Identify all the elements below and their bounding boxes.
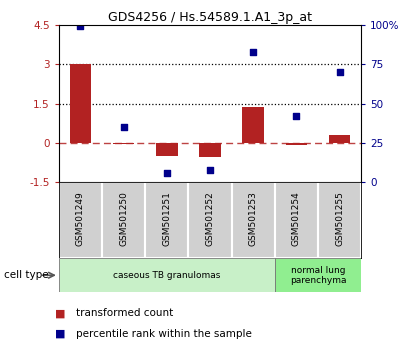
Text: caseous TB granulomas: caseous TB granulomas: [113, 271, 220, 280]
Bar: [199, 143, 221, 158]
Bar: [189, 182, 231, 258]
Text: GSM501253: GSM501253: [249, 192, 258, 246]
Title: GDS4256 / Hs.54589.1.A1_3p_at: GDS4256 / Hs.54589.1.A1_3p_at: [108, 11, 312, 24]
Text: ■: ■: [55, 329, 65, 339]
Text: percentile rank within the sample: percentile rank within the sample: [76, 329, 252, 339]
Bar: [275, 182, 318, 258]
Text: ■: ■: [55, 308, 65, 318]
Bar: [156, 143, 178, 156]
Bar: [59, 182, 102, 258]
Bar: [318, 182, 361, 258]
Point: [77, 23, 84, 29]
Text: GSM501252: GSM501252: [205, 192, 215, 246]
Bar: [286, 143, 307, 145]
Bar: [70, 64, 91, 143]
Text: cell type: cell type: [4, 270, 49, 280]
Bar: [242, 108, 264, 143]
Bar: [275, 258, 361, 292]
Text: GSM501250: GSM501250: [119, 192, 128, 246]
Bar: [231, 182, 275, 258]
Bar: [113, 143, 134, 144]
Text: GSM501251: GSM501251: [162, 192, 171, 246]
Bar: [145, 182, 189, 258]
Point: [163, 170, 170, 176]
Point: [293, 113, 300, 119]
Text: GSM501254: GSM501254: [292, 192, 301, 246]
Point: [250, 49, 257, 55]
Bar: [59, 258, 275, 292]
Point: [120, 124, 127, 130]
Point: [207, 167, 213, 172]
Bar: [102, 182, 145, 258]
Bar: [329, 135, 350, 143]
Point: [336, 69, 343, 75]
Text: normal lung
parenchyma: normal lung parenchyma: [290, 266, 346, 285]
Text: GSM501255: GSM501255: [335, 192, 344, 246]
Text: transformed count: transformed count: [76, 308, 173, 318]
Text: GSM501249: GSM501249: [76, 192, 85, 246]
